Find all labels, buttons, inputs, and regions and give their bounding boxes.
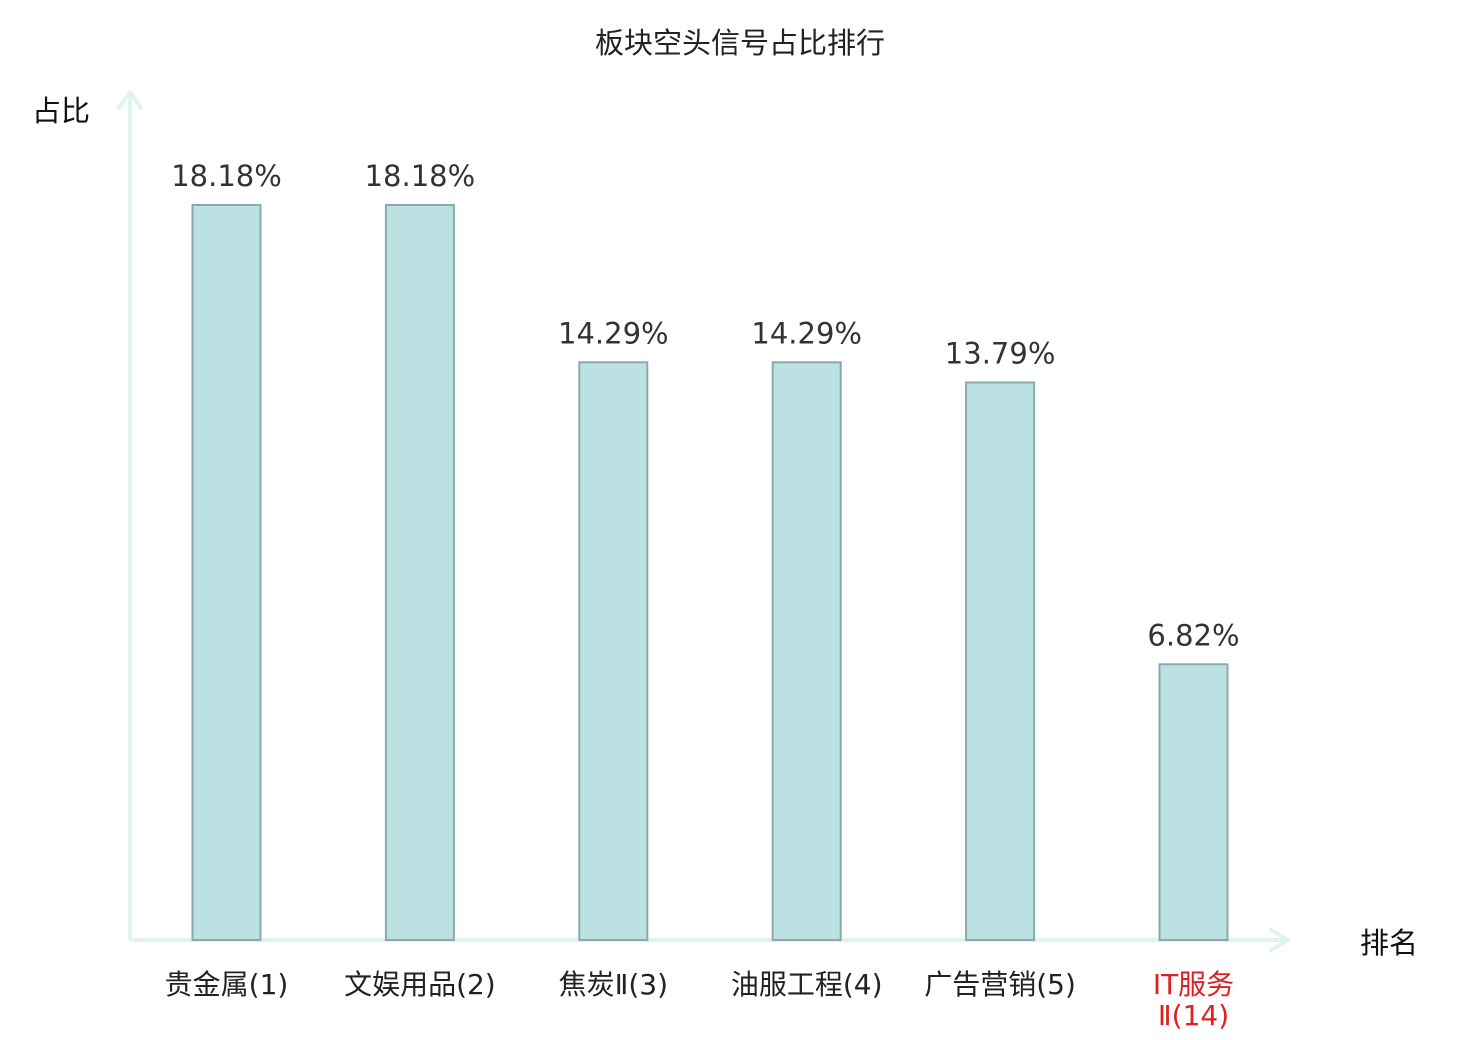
bar-2 [384, 204, 455, 941]
value-labels: 18.18% 18.18% 14.29% 14.29% 13.79% 6.82% [171, 159, 1239, 652]
value-label-6: 6.82% [1147, 618, 1239, 652]
value-label-2: 18.18% [365, 159, 476, 193]
bar-5 [965, 381, 1036, 941]
category-label-6: IT服务 Ⅱ(14) [1153, 968, 1234, 1032]
bars [191, 204, 1229, 941]
bar-1 [191, 204, 262, 941]
category-label-4: 油服工程(4) [731, 968, 883, 1001]
value-label-3: 14.29% [558, 316, 669, 350]
axes [117, 90, 1290, 952]
category-label-3: 焦炭Ⅱ(3) [559, 968, 668, 1001]
y-axis-arrow [117, 90, 143, 110]
bar-3 [578, 361, 649, 941]
bar-6 [1158, 663, 1229, 941]
value-label-5: 13.79% [945, 337, 1056, 371]
category-label-2: 文娱用品(2) [344, 968, 496, 1001]
y-axis-label: 占比 [32, 94, 90, 128]
category-label-1: 贵金属(1) [165, 968, 289, 1001]
x-axis-label: 排名 [1360, 926, 1418, 960]
category-label-5: 广告营销(5) [924, 968, 1076, 1001]
chart-title: 板块空头信号占比排行 [595, 26, 885, 60]
bar-4 [771, 361, 842, 941]
value-label-1: 18.18% [171, 159, 282, 193]
value-label-4: 14.29% [751, 316, 862, 350]
x-axis-arrow [1269, 928, 1290, 952]
category-labels: 贵金属(1) 文娱用品(2) 焦炭Ⅱ(3) 油服工程(4) 广告营销(5) IT服务 Ⅱ(1… [165, 968, 1235, 1032]
